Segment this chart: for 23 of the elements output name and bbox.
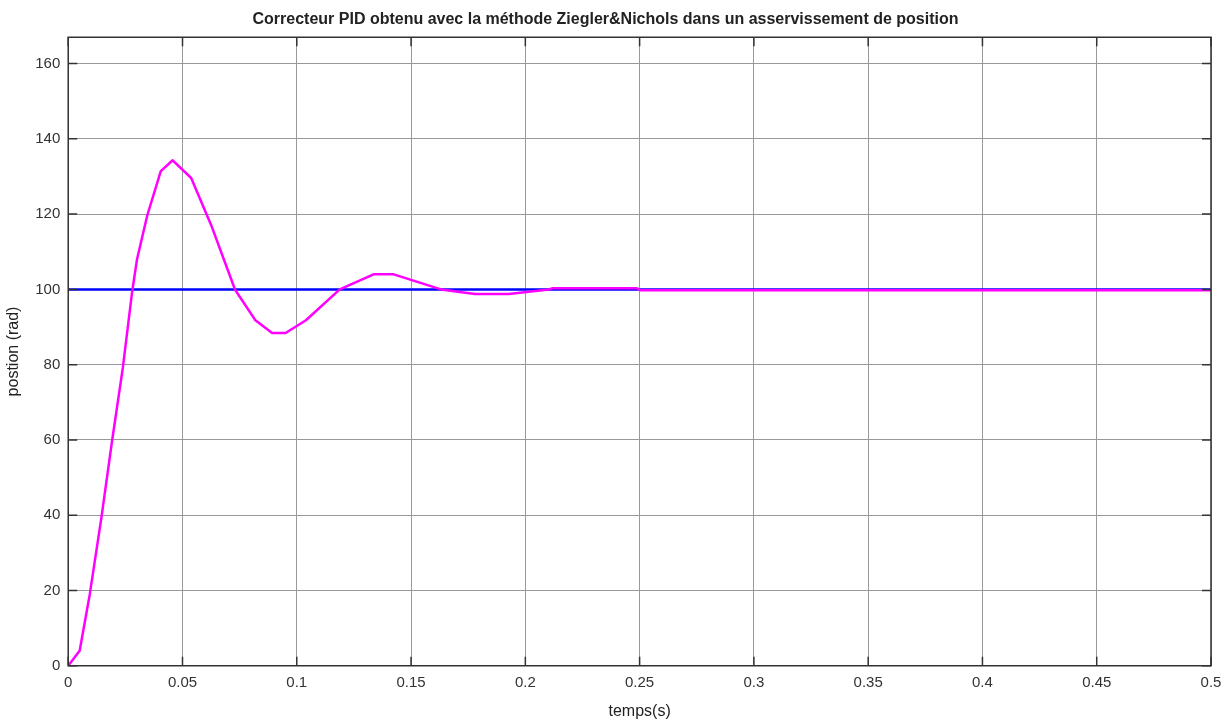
x-tick-label: 0.05: [167, 672, 198, 690]
x-tick-label: 0.5: [1200, 672, 1222, 690]
x-tick-label: 0.4: [972, 672, 993, 690]
x-tick-label: 0.25: [625, 672, 655, 690]
x-tick-label: 0.2: [514, 672, 536, 690]
y-tick-label: 0: [51, 655, 61, 673]
x-tick-label: 0.35: [853, 672, 883, 690]
x-tick-label: 0.1: [286, 672, 308, 690]
chart-title: Correcteur PID obtenu avec la méthode Ziegler&Nichols dans un asservissement de position: [252, 10, 959, 28]
y-tick-label: 100: [35, 279, 61, 297]
y-tick-label: 80: [43, 354, 61, 372]
y-axis-title: postion (rad): [4, 306, 22, 397]
y-tick-label: 160: [35, 53, 61, 71]
y-tick-label: 60: [43, 430, 61, 448]
x-tick-label: 0.3: [743, 672, 765, 690]
x-tick-label: 0: [64, 672, 73, 690]
y-tick-label: 140: [35, 128, 61, 146]
y-tick-label: 120: [35, 204, 61, 222]
x-axis-title: temps(s): [608, 701, 671, 719]
y-tick-label: 40: [43, 505, 61, 523]
y-tick-label: 20: [43, 580, 61, 598]
x-tick-label: 0.15: [396, 672, 426, 690]
x-tick-label: 0.45: [1082, 672, 1112, 690]
